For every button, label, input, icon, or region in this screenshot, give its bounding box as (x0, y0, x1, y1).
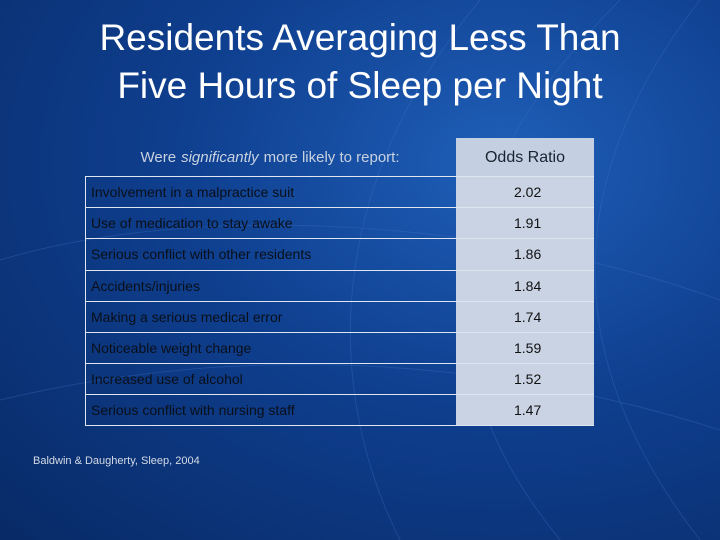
row-label: Serious conflict with other residents (85, 239, 455, 271)
row-label: Involvement in a malpractice suit (85, 177, 455, 208)
table-row: Noticeable weight change 1.59 (85, 332, 594, 364)
table-row: Use of medication to stay awake 1.91 (85, 207, 594, 240)
odds-ratio: 1.59 (456, 333, 594, 364)
odds-ratio: 1.91 (456, 208, 594, 240)
title: Residents Averaging Less Than Five Hours… (0, 14, 720, 110)
odds-ratio: 1.84 (456, 270, 594, 302)
table-row: Serious conflict with nursing staff 1.47 (85, 394, 594, 427)
row-label: Increased use of alcohol (85, 364, 455, 396)
row-label: Noticeable weight change (85, 333, 455, 364)
table-row: Serious conflict with other residents 1.8… (85, 238, 594, 271)
row-label: Making a serious medical error (85, 301, 455, 333)
table-row: Increased use of alcohol 1.52 (85, 363, 594, 396)
header-emphasis: significantly (181, 149, 259, 166)
odds-ratio: 1.74 (456, 301, 594, 333)
table-row: Involvement in a malpractice suit 2.02 (85, 176, 594, 208)
citation: Baldwin & Daugherty, Sleep, 2004 (33, 455, 200, 467)
odds-ratio: 2.02 (456, 177, 594, 208)
column-header: Odds Ratio (456, 138, 594, 176)
title-line: Residents Averaging Less Than (99, 17, 621, 58)
row-label: Accidents/injuries (85, 270, 455, 302)
odds-ratio: 1.52 (456, 364, 594, 396)
title-line: Five Hours of Sleep per Night (117, 65, 603, 106)
odds-ratio: 1.47 (456, 395, 594, 427)
header-text: more likely to report: (263, 149, 400, 166)
column-header: Were significantly more likely to report: (85, 140, 455, 176)
table-row: Accidents/injuries 1.84 (85, 269, 594, 302)
row-label: Use of medication to stay awake (85, 208, 455, 240)
table-border (85, 425, 594, 426)
header-text: Were (140, 149, 177, 166)
row-label: Serious conflict with nursing staff (85, 395, 455, 427)
odds-ratio: 1.86 (456, 239, 594, 271)
table-row: Making a serious medical error 1.74 (85, 300, 594, 333)
